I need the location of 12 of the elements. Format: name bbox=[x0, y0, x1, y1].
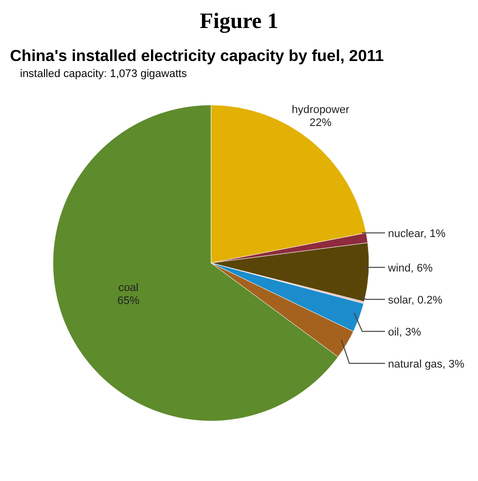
slice-label: natural gas, 3% bbox=[388, 358, 465, 370]
data-label: 65% bbox=[117, 295, 140, 308]
chart-title: China's installed electricity capacity by fuel, 2011 bbox=[10, 48, 385, 66]
slice-label: solar, 0.2% bbox=[388, 294, 443, 306]
slice-label: hydropower bbox=[292, 104, 350, 116]
slice-label: coal bbox=[118, 282, 139, 294]
data-label: 22% bbox=[310, 117, 332, 130]
chart-subtitle: installed capacity: 1,073 gigawatts bbox=[20, 68, 188, 80]
slice-label: nuclear, 1% bbox=[388, 228, 446, 240]
caption: Figure 1 bbox=[198, 8, 280, 34]
slice-label: oil, 3% bbox=[388, 326, 422, 338]
slice-label: wind, 6% bbox=[387, 262, 433, 274]
